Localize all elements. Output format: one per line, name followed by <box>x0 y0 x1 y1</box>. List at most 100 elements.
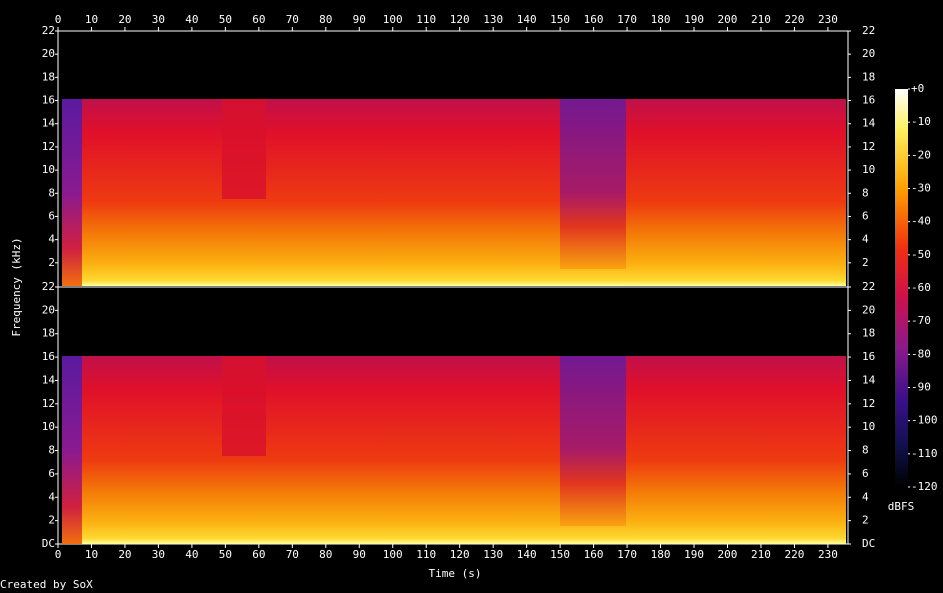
x-tick-label: 100 <box>383 13 403 26</box>
y-tick-label: 14 <box>42 117 56 130</box>
x-tick-label: 30 <box>152 548 165 561</box>
x-tick-label: 160 <box>584 548 604 561</box>
x-tick-label: 0 <box>55 548 62 561</box>
x-tick-label: 200 <box>718 548 738 561</box>
y-tick-label: 2 <box>48 256 55 269</box>
y-tick-label: 16 <box>42 350 55 363</box>
y-axis-label: Frequency (kHz) <box>10 237 23 336</box>
x-tick-label: 210 <box>751 548 771 561</box>
x-tick-label: 170 <box>617 548 637 561</box>
y-tick-label: 6 <box>48 467 55 480</box>
y-tick-label: 4 <box>862 490 869 503</box>
x-tick-label: 150 <box>550 548 570 561</box>
x-tick-label: 190 <box>684 13 704 26</box>
x-tick-label: 230 <box>818 13 838 26</box>
x-tick-label: 10 <box>85 548 98 561</box>
colorbar <box>895 89 908 487</box>
x-tick-label: 200 <box>718 13 738 26</box>
colorbar-tick-label: -80 <box>911 347 931 360</box>
colorbar-tick-label: -120 <box>911 480 938 493</box>
y-tick-label: 10 <box>42 163 55 176</box>
x-tick-label: 40 <box>185 548 198 561</box>
x-tick-label: 50 <box>219 548 232 561</box>
x-tick-label: 130 <box>483 13 503 26</box>
y-tick-label: 20 <box>42 303 55 316</box>
colorbar-tick-label: -100 <box>911 414 938 427</box>
x-tick-label: 220 <box>785 548 805 561</box>
x-tick-label: 90 <box>353 548 366 561</box>
y-tick-label: 2 <box>862 256 869 269</box>
y-tick-label: 8 <box>862 444 869 457</box>
y-tick-label: 6 <box>862 209 869 222</box>
x-tick-label: 60 <box>252 13 265 26</box>
y-tick-label: 12 <box>42 140 55 153</box>
colorbar-tick-label: -30 <box>911 182 931 195</box>
x-tick-label: 50 <box>219 13 232 26</box>
y-tick-label: 14 <box>42 373 56 386</box>
colorbar-tick-label: -60 <box>911 281 931 294</box>
x-tick-label: 20 <box>118 13 131 26</box>
y-tick-label: 22 <box>862 280 875 293</box>
y-tick-label: 22 <box>862 24 875 37</box>
x-tick-label: 180 <box>651 13 671 26</box>
y-tick-label: 18 <box>42 70 55 83</box>
x-tick-label: 90 <box>353 13 366 26</box>
y-tick-label: 22 <box>42 280 55 293</box>
x-tick-label: 150 <box>550 13 570 26</box>
x-tick-label: 30 <box>152 13 165 26</box>
y-tick-label: 10 <box>862 163 875 176</box>
y-tick-label: 20 <box>42 47 55 60</box>
y-tick-label: 18 <box>862 327 875 340</box>
colorbar-tick-label: -40 <box>911 215 931 228</box>
credit: Created by SoX <box>0 578 93 591</box>
y-tick-label: 2 <box>862 514 869 527</box>
colorbar-tick-label: +0 <box>911 82 924 95</box>
x-tick-label: 70 <box>286 13 299 26</box>
x-tick-label: 110 <box>416 13 436 26</box>
colorbar-label: dBFS <box>888 500 915 513</box>
y-tick-label: 22 <box>42 24 55 37</box>
y-tick-label: DC <box>42 537 55 550</box>
x-tick-label: 60 <box>252 548 265 561</box>
x-axis-label: Time (s) <box>429 567 482 580</box>
x-tick-label: 40 <box>185 13 198 26</box>
colorbar-tick-label: -110 <box>911 447 938 460</box>
y-tick-label: 12 <box>862 140 875 153</box>
y-tick-label: 2 <box>48 514 55 527</box>
y-tick-label: 12 <box>862 397 875 410</box>
colorbar-tick-label: -90 <box>911 381 931 394</box>
y-tick-label: 8 <box>48 444 55 457</box>
x-tick-label: 160 <box>584 13 604 26</box>
y-tick-label: 16 <box>862 350 875 363</box>
x-tick-label: 170 <box>617 13 637 26</box>
x-tick-label: 110 <box>416 548 436 561</box>
x-tick-label: 80 <box>319 548 332 561</box>
x-tick-label: 130 <box>483 548 503 561</box>
x-tick-label: 100 <box>383 548 403 561</box>
x-tick-label: 0 <box>55 13 62 26</box>
colorbar-tick-label: -70 <box>911 314 931 327</box>
y-tick-label: 12 <box>42 397 55 410</box>
colorbar-tick-label: -10 <box>911 115 931 128</box>
y-tick-label: 6 <box>48 209 55 222</box>
y-tick-label: 10 <box>42 420 55 433</box>
x-tick-label: 140 <box>517 548 537 561</box>
y-tick-label: 16 <box>862 94 875 107</box>
x-tick-label: 80 <box>319 13 332 26</box>
y-tick-label: 18 <box>42 327 55 340</box>
x-tick-label: 180 <box>651 548 671 561</box>
y-tick-label: 16 <box>42 94 55 107</box>
y-tick-label: 4 <box>48 233 55 246</box>
y-tick-label: 18 <box>862 70 875 83</box>
y-tick-label: 14 <box>862 117 876 130</box>
y-tick-label: 4 <box>48 490 55 503</box>
y-tick-label: 4 <box>862 233 869 246</box>
y-tick-label: 6 <box>862 467 869 480</box>
x-tick-label: 70 <box>286 548 299 561</box>
x-tick-label: 210 <box>751 13 771 26</box>
y-tick-label: 8 <box>862 186 869 199</box>
y-tick-label: 8 <box>48 186 55 199</box>
x-tick-label: 120 <box>450 548 470 561</box>
